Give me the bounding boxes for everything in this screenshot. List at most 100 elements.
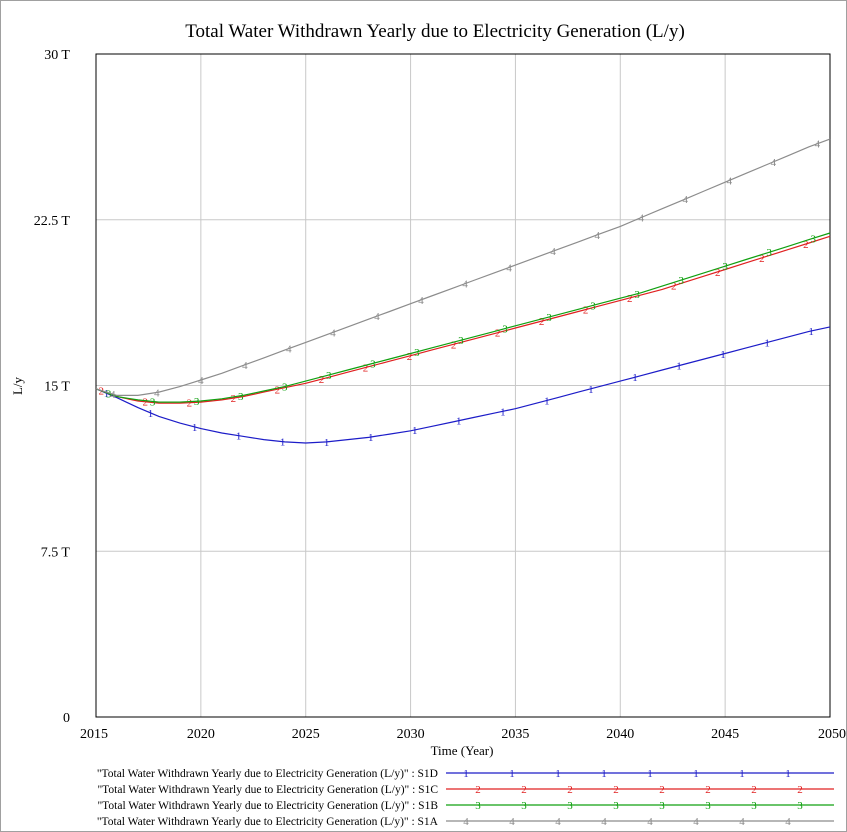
- series-marker: 2: [143, 397, 149, 409]
- series-marker: 4: [198, 375, 204, 387]
- legend: "Total Water Withdrawn Yearly due to Ele…: [97, 768, 834, 828]
- legend-marker: 1: [647, 768, 653, 780]
- x-tick-label: 2020: [187, 727, 215, 742]
- series-4: 4 4 4 4 4 4 4 4 4 4 4 4 4 4 4 4 4: [95, 138, 831, 401]
- legend-marker: 1: [785, 768, 791, 780]
- series-marker: 3: [590, 300, 596, 312]
- series-marker: 4: [594, 230, 600, 242]
- series-marker: 1: [676, 361, 682, 373]
- series-marker: 1: [104, 388, 110, 400]
- legend-marker: 3: [521, 800, 527, 812]
- series-marker: 4: [727, 175, 733, 187]
- series-marker: 4: [639, 213, 645, 225]
- series-marker: 2: [495, 328, 501, 340]
- series-marker: 2: [583, 305, 589, 317]
- legend-marker: 4: [509, 816, 515, 828]
- legend-marker: 4: [555, 816, 561, 828]
- series-marker: 3: [766, 247, 772, 259]
- series-marker: 4: [550, 246, 556, 258]
- series-marker: 1: [280, 437, 286, 449]
- series-marker: 3: [194, 396, 200, 408]
- series-marker: 1: [808, 326, 814, 338]
- series-marker: 3: [282, 382, 288, 394]
- legend-marker: 3: [797, 800, 803, 812]
- series-marker: 4: [330, 327, 336, 339]
- series-marker: 3: [458, 335, 464, 347]
- legend-label: "Total Water Withdrawn Yearly due to Ele…: [97, 800, 438, 812]
- series-marker: 1: [544, 395, 550, 407]
- series-marker: 2: [451, 339, 457, 351]
- series-marker: 4: [683, 194, 689, 206]
- series-marker: 1: [632, 372, 638, 384]
- legend-marker: 4: [647, 816, 653, 828]
- legend-marker: 4: [785, 816, 791, 828]
- y-axis-label: L/y: [10, 376, 25, 395]
- series-marker: 1: [764, 337, 770, 349]
- legend-marker: 2: [521, 784, 527, 796]
- legend-marker: 3: [659, 800, 665, 812]
- series-marker: 3: [678, 275, 684, 287]
- legend-label: "Total Water Withdrawn Yearly due to Ele…: [97, 816, 439, 828]
- x-tick-label: 2050: [818, 727, 846, 742]
- series-marker: 4: [154, 387, 160, 399]
- series-marker: 4: [110, 389, 116, 401]
- legend-label: "Total Water Withdrawn Yearly due to Ele…: [97, 784, 438, 796]
- series-marker: 1: [456, 416, 462, 428]
- legend-marker: 3: [613, 800, 619, 812]
- series-marker: 2: [275, 384, 281, 396]
- series-marker: 2: [319, 374, 325, 386]
- series-marker: 1: [236, 431, 242, 443]
- legend-item: "Total Water Withdrawn Yearly due to Ele…: [97, 768, 834, 780]
- y-tick-label: 30 T: [44, 48, 70, 63]
- x-tick-label: 2015: [80, 727, 108, 742]
- legend-marker: 1: [739, 768, 745, 780]
- legend-marker: 3: [751, 800, 757, 812]
- legend-marker: 3: [567, 800, 573, 812]
- series-marker: 1: [500, 406, 506, 418]
- series-3: 3 3 3 3 3 3 3 3 3 3 3 3 3 3 3 3 3: [95, 232, 831, 408]
- x-axis-label: Time (Year): [431, 743, 494, 758]
- series-marker: 1: [720, 349, 726, 361]
- x-tick-label: 2040: [606, 727, 634, 742]
- y-tick-label: 0: [63, 711, 70, 726]
- series-marker: 4: [286, 344, 292, 356]
- series-marker: 3: [370, 358, 376, 370]
- series-marker: 4: [506, 262, 512, 274]
- legend-marker: 1: [601, 768, 607, 780]
- series-marker: 4: [418, 295, 424, 307]
- series-line: [95, 232, 831, 403]
- series-marker: 4: [462, 279, 468, 291]
- series-marker: 4: [771, 157, 777, 169]
- series-line: [95, 235, 831, 404]
- series-marker: 1: [368, 432, 374, 444]
- series-line: [95, 326, 831, 444]
- legend-label: "Total Water Withdrawn Yearly due to Ele…: [97, 768, 438, 780]
- legend-marker: 4: [693, 816, 699, 828]
- legend-marker: 3: [705, 800, 711, 812]
- series-marker: 4: [374, 311, 380, 323]
- legend-marker: 4: [739, 816, 745, 828]
- series-marker: 2: [98, 386, 104, 398]
- legend-marker: 2: [751, 784, 757, 796]
- x-tick-label: 2035: [501, 727, 529, 742]
- legend-marker: 4: [601, 816, 607, 828]
- chart-title: Total Water Withdrawn Yearly due to Elec…: [185, 21, 685, 42]
- series-marker: 2: [759, 253, 765, 265]
- series-marker: 2: [231, 393, 237, 405]
- x-tick-label: 2045: [711, 727, 739, 742]
- y-axis-tick-labels: 0 7.5 T 15 T 22.5 T 30 T: [34, 48, 71, 726]
- y-tick-label: 22.5 T: [34, 214, 71, 229]
- series-marker: 2: [539, 316, 545, 328]
- series-marker: 1: [192, 422, 198, 434]
- legend-marker: 1: [693, 768, 699, 780]
- series-marker: 1: [588, 384, 594, 396]
- series-marker: 1: [148, 408, 154, 420]
- legend-item: "Total Water Withdrawn Yearly due to Ele…: [97, 816, 834, 828]
- series-marker: 3: [634, 289, 640, 301]
- legend-marker: 1: [463, 768, 469, 780]
- series-marker: 2: [671, 281, 677, 293]
- legend-marker: 3: [475, 800, 481, 812]
- series-marker: 4: [242, 360, 248, 372]
